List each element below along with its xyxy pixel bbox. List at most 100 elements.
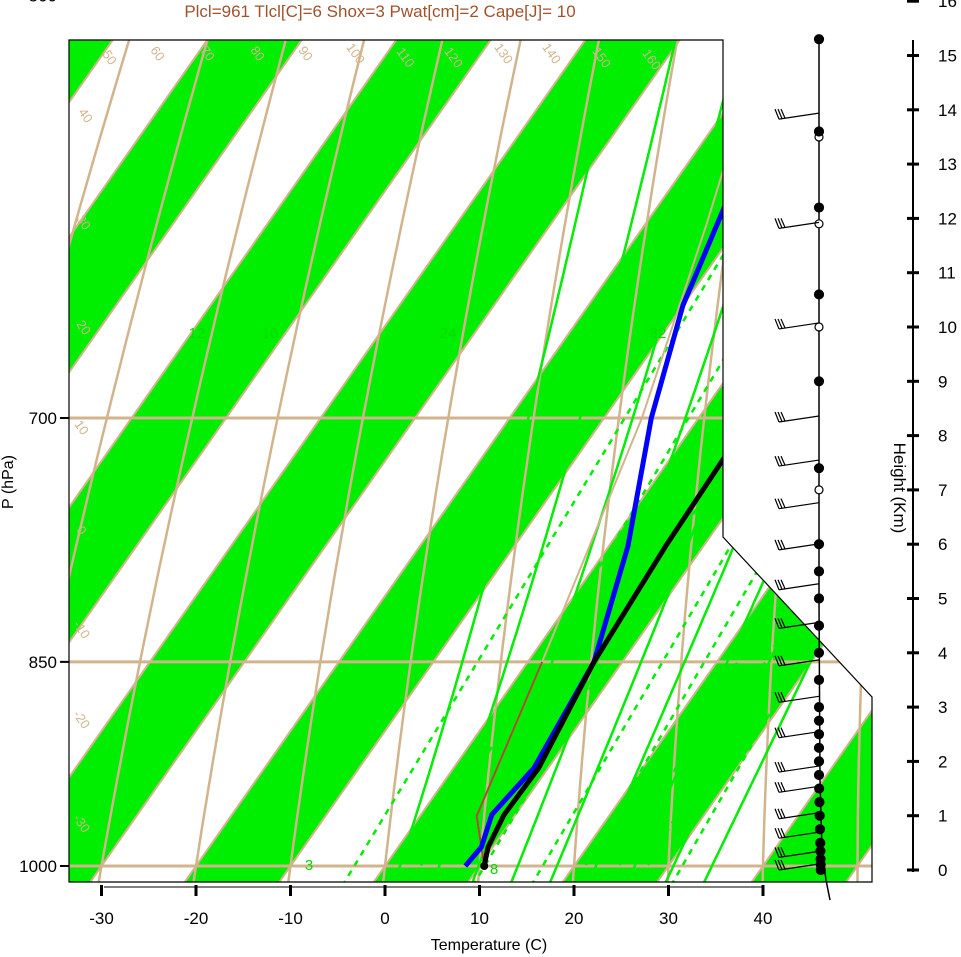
dry-adiabat [185, 40, 872, 882]
dry-adiabat-label: 20 [73, 317, 94, 337]
wind-point [813, 34, 825, 45]
isotherm-label: -20 [721, 235, 749, 262]
x-axis: -30 -20 -10 0 10 20 30 40 [89, 885, 772, 928]
dry-adiabat-label: 10 [71, 417, 92, 437]
wind-barb-feather [780, 761, 786, 772]
mixing-ratio-label: 8 [490, 861, 498, 878]
y-tick-label: 1000 [19, 857, 57, 876]
plot-frame [68, 39, 873, 883]
moist-adiabat [492, 40, 872, 882]
wind-point [813, 756, 825, 767]
wind-barb-feather [777, 727, 783, 738]
moist-adiabat [416, 40, 814, 882]
wind-barb-feather [774, 827, 780, 839]
wind-barb-feather [777, 618, 783, 629]
wind-barb-staff [778, 502, 820, 510]
dry-adiabat-label: 70 [197, 43, 218, 63]
height-tick-label: 10 [938, 318, 957, 337]
wind-barb-feather [780, 498, 786, 508]
mixing-ratio-line [645, 40, 872, 882]
wind-barb-feather [780, 318, 786, 329]
wind-barb-feather [777, 808, 783, 819]
wind-barb-feather [774, 579, 780, 590]
wind-barb-feather [780, 808, 786, 818]
wind-point [813, 701, 825, 713]
wind-barb-feather [774, 108, 780, 120]
temperature-bands [69, 40, 872, 882]
wind-barb-feather [777, 498, 783, 509]
height-tick-label: 13 [938, 155, 957, 174]
wind-barb-staff [778, 221, 820, 229]
height-tick-label: 15 [938, 47, 957, 66]
isotherm-line [69, 40, 872, 882]
wind-barb-feather [777, 859, 783, 870]
wind-barb-feather [780, 782, 786, 792]
wind-barb-staff [778, 322, 820, 330]
wind-barb-staff [778, 659, 820, 667]
dry-adiabat [69, 40, 872, 882]
wind-point [815, 837, 826, 848]
moist-adiabat-label: 24 [440, 325, 457, 342]
dry-adiabat [568, 40, 872, 882]
wind-point [813, 202, 825, 213]
wind-barb-feather [777, 539, 783, 550]
isotherm-line [69, 40, 872, 882]
height-tick-label: 12 [938, 209, 957, 228]
wind-barb-feather [780, 411, 786, 422]
wind-barb-staff [778, 785, 820, 793]
x-tick-label: 30 [659, 909, 678, 928]
wind-barb-feather [780, 455, 786, 466]
dry-adiabat [377, 40, 872, 882]
x-tick-label: 40 [754, 909, 773, 928]
wind-barb-feather [780, 539, 786, 550]
wind-barb-feather [774, 692, 780, 703]
wind-barb-feather [780, 655, 786, 666]
isotherm-label: 10 [745, 540, 769, 564]
temperature-band [153, 40, 872, 882]
wind-barb-feather [777, 108, 783, 119]
wind-barb-staff [778, 831, 820, 839]
height-tick-label: 2 [938, 752, 947, 771]
isotherm-label: 0 [723, 460, 740, 478]
wind-point [813, 566, 825, 577]
y-tick-label: 500 [29, 0, 57, 5]
wind-barb-feather [780, 847, 786, 857]
moist-adiabat [643, 40, 872, 882]
wind-barb-feather [777, 782, 783, 793]
dry-adiabat [69, 40, 872, 882]
isotherm-line [341, 40, 872, 882]
dry-adiabat [951, 0, 961, 927]
mixing-ratio-line [610, 40, 872, 882]
wind-barb-staff [778, 850, 820, 858]
wind-point [813, 674, 825, 686]
wind-barb-feather [774, 318, 780, 330]
wind-barb-feather [780, 727, 786, 737]
isotherm-label: -30 [721, 123, 749, 150]
isotherm-line [69, 40, 872, 882]
height-tick-label: 7 [938, 481, 947, 500]
wind-point [813, 463, 825, 474]
wind-barb-staff [778, 812, 820, 820]
moist-adiabat [378, 40, 725, 882]
wind-point [814, 824, 826, 835]
wind-point [813, 729, 825, 740]
isotherm-line [69, 40, 872, 882]
isotherm-label: 30 [843, 647, 867, 671]
wind-point [814, 797, 825, 808]
mixing-ratio-line [548, 40, 872, 882]
wind-barb-feather [780, 618, 786, 628]
wind-point [813, 620, 825, 631]
wind-barb-staff [778, 621, 820, 629]
height-tick-label: 8 [938, 427, 947, 446]
wind-barb-staff [778, 583, 820, 591]
x-axis-label: Temperature (C) [431, 937, 547, 954]
wind-point-open [814, 485, 824, 495]
dry-adiabat-label: 40 [75, 105, 96, 125]
y-tick-label: 850 [29, 653, 57, 672]
wind-barb-feather [777, 655, 783, 666]
wind-barb-feather [780, 827, 786, 838]
x-tick-label: -10 [278, 909, 303, 928]
dry-adiabat [281, 40, 872, 882]
